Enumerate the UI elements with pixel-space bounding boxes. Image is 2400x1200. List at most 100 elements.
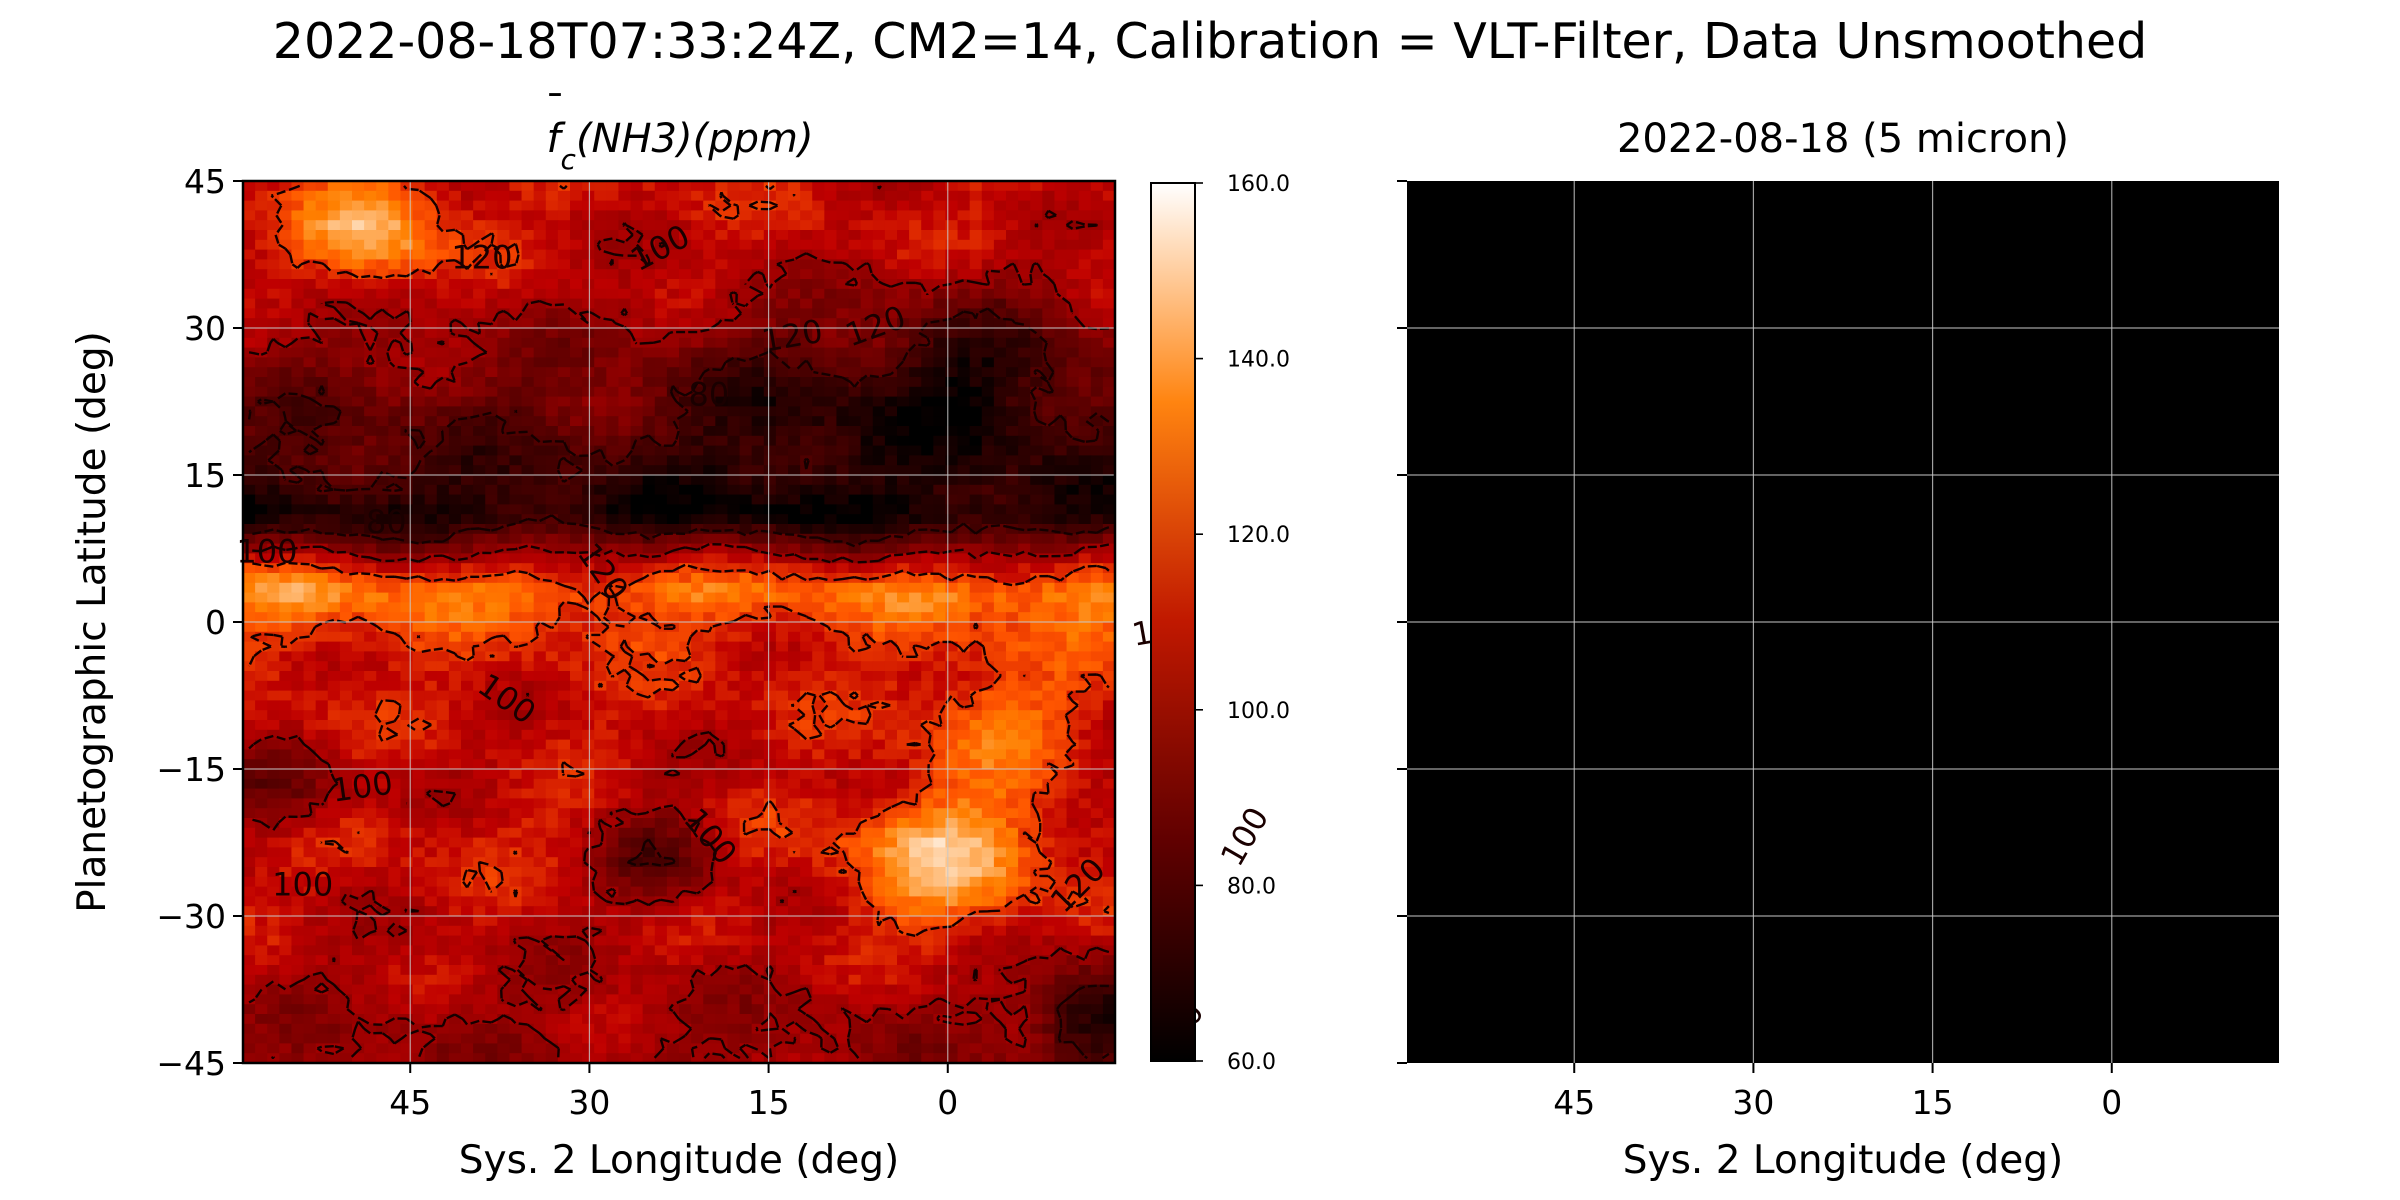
heatmap-cell	[666, 631, 680, 643]
heatmap-cell	[315, 729, 329, 741]
heatmap-cell	[800, 504, 813, 515]
heatmap-cell	[618, 759, 632, 770]
heatmap-cell	[1066, 788, 1080, 799]
heatmap-cell	[436, 582, 450, 594]
heatmap-cell	[957, 720, 971, 731]
heatmap-cell	[1054, 729, 1068, 741]
heatmap-cell	[461, 220, 474, 231]
heatmap-cell	[836, 818, 850, 829]
heatmap-cell	[1090, 612, 1104, 623]
heatmap-cell	[848, 788, 862, 799]
heatmap-cell	[243, 818, 256, 829]
heatmap-cell	[424, 279, 438, 290]
heatmap-cell	[909, 749, 922, 760]
heatmap-cell	[400, 455, 414, 466]
heatmap-cell	[339, 435, 353, 447]
heatmap-cell	[945, 416, 959, 427]
heatmap-cell	[703, 553, 716, 564]
heatmap-cell	[448, 651, 462, 662]
heatmap-cell	[1006, 563, 1019, 574]
heatmap-cell	[400, 808, 414, 819]
heatmap-cell	[303, 337, 317, 349]
heatmap-cell	[763, 847, 777, 858]
heatmap-cell	[412, 249, 426, 260]
heatmap-cell	[1054, 494, 1068, 505]
heatmap-cell	[1018, 288, 1031, 300]
heatmap-cell	[267, 837, 280, 848]
heatmap-cell	[884, 661, 898, 672]
heatmap-cell	[775, 847, 789, 858]
heatmap-cell	[775, 259, 789, 270]
heatmap-cell	[897, 465, 910, 476]
heatmap-cell	[715, 494, 729, 505]
heatmap-cell	[412, 435, 426, 447]
heatmap-cell	[557, 259, 571, 270]
heatmap-cell	[412, 720, 426, 731]
heatmap-cell	[1066, 612, 1080, 623]
heatmap-cell	[1066, 533, 1080, 545]
heatmap-cell	[388, 279, 402, 290]
heatmap-cell	[1030, 337, 1043, 349]
heatmap-cell	[848, 524, 862, 535]
heatmap-cell	[545, 573, 559, 584]
heatmap-cell	[788, 357, 801, 368]
heatmap-cell	[788, 475, 801, 486]
heatmap-cell	[691, 190, 704, 202]
heatmap-cell	[727, 798, 741, 809]
heatmap-cell	[291, 465, 305, 476]
heatmap-cell	[703, 612, 716, 623]
heatmap-cell	[594, 288, 607, 300]
heatmap-cell	[727, 769, 741, 780]
heatmap-cell	[243, 249, 256, 260]
heatmap-cell	[279, 328, 293, 339]
heatmap-cell	[364, 671, 377, 682]
heatmap-cell	[1030, 406, 1043, 417]
heatmap-cell	[654, 641, 668, 652]
heatmap-cell	[703, 573, 716, 584]
heatmap-cell	[836, 720, 850, 731]
heatmap-cell	[679, 279, 692, 290]
heatmap-cell	[1042, 827, 1056, 839]
heatmap-cell	[703, 406, 716, 417]
heatmap-cell	[691, 622, 704, 633]
heatmap-cell	[993, 288, 1007, 300]
heatmap-cell	[570, 249, 583, 260]
heatmap-cell	[872, 798, 886, 809]
heatmap-cell	[691, 220, 704, 231]
heatmap-cell	[1090, 308, 1104, 319]
heatmap-cell	[497, 328, 511, 339]
heatmap-cell	[339, 818, 353, 829]
heatmap-cell	[654, 475, 668, 486]
heatmap-cell	[957, 494, 971, 505]
heatmap-cell	[969, 573, 983, 584]
heatmap-cell	[824, 661, 838, 672]
heatmap-cell	[255, 553, 268, 564]
title-subscript: c	[561, 143, 577, 176]
heatmap-cell	[291, 318, 305, 329]
heatmap-cell	[497, 484, 511, 496]
heatmap-cell	[872, 622, 886, 633]
heatmap-cell	[545, 602, 559, 613]
heatmap-cell	[654, 631, 668, 643]
heatmap-cell	[448, 602, 462, 613]
heatmap-cell	[969, 416, 983, 427]
heatmap-cell	[303, 847, 317, 858]
heatmap-cell	[763, 524, 777, 535]
heatmap-cell	[715, 377, 729, 388]
heatmap-cell	[945, 631, 959, 643]
heatmap-cell	[824, 818, 838, 829]
heatmap-cell	[279, 808, 293, 819]
heatmap-cell	[557, 641, 571, 652]
heatmap-cell	[424, 465, 438, 476]
heatmap-cell	[933, 700, 947, 711]
heatmap-cell	[775, 230, 789, 241]
heatmap-cell	[327, 651, 341, 662]
heatmap-cell	[860, 269, 874, 280]
heatmap-cell	[679, 631, 692, 643]
heatmap-cell	[243, 651, 256, 662]
heatmap-cell	[860, 778, 874, 790]
heatmap-cell	[642, 200, 656, 211]
heatmap-cell	[739, 602, 753, 613]
heatmap-cell	[848, 230, 862, 241]
heatmap-cell	[485, 347, 498, 358]
